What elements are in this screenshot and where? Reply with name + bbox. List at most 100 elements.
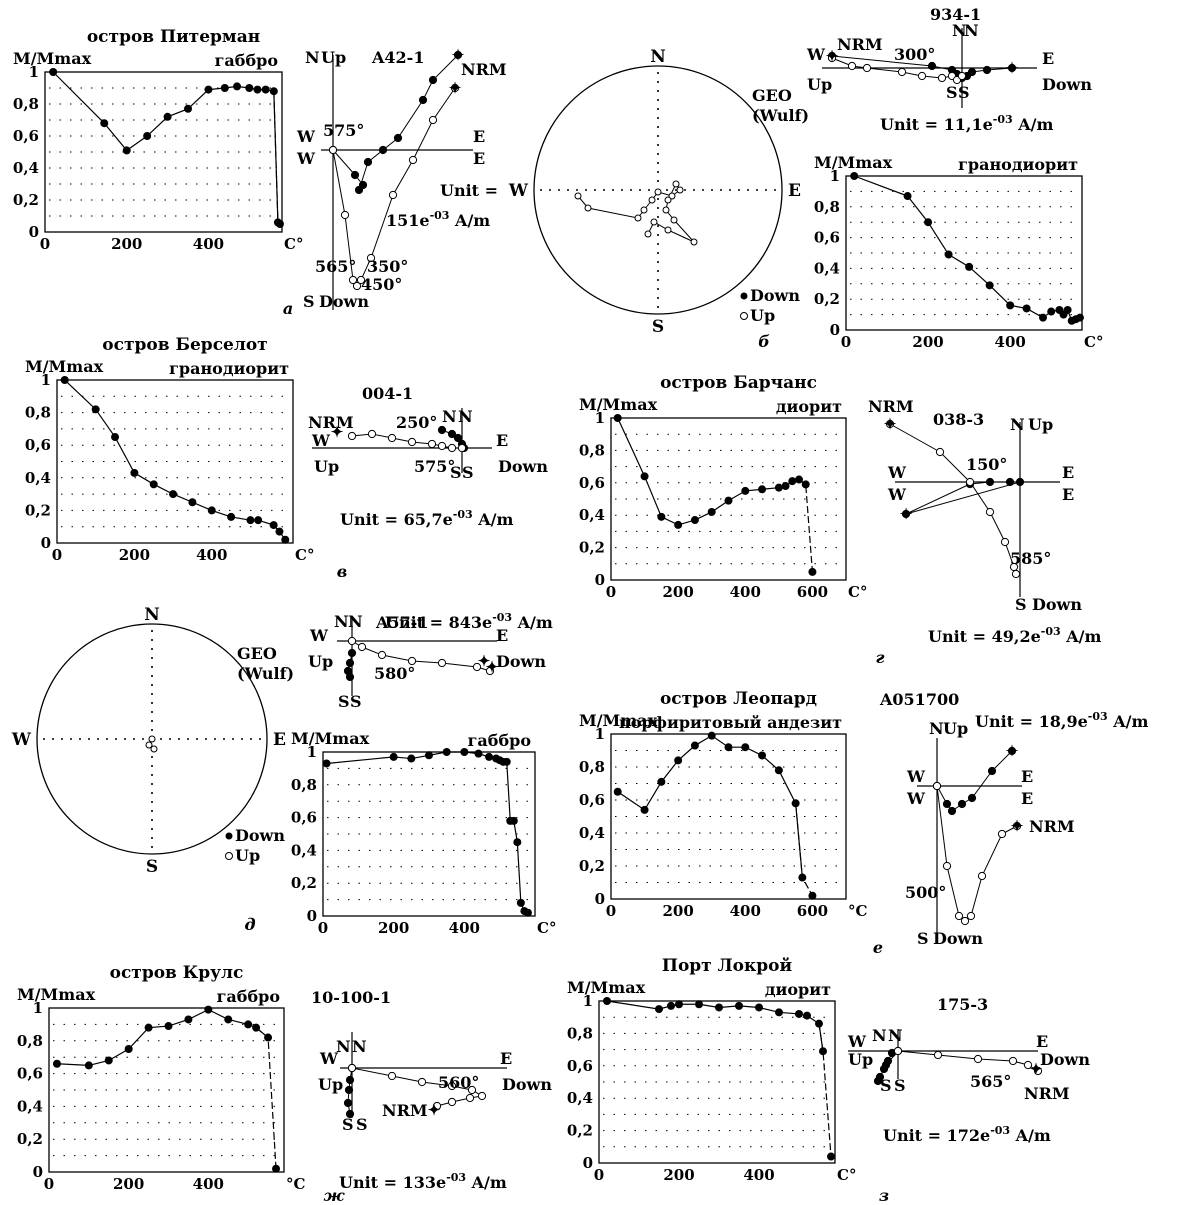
a-zij-horizontal-path xyxy=(332,54,459,191)
z-demag-ytick: 1 xyxy=(583,992,593,1010)
g-demag-point xyxy=(690,516,699,525)
v-zij-vertical-point xyxy=(427,439,437,449)
g-zij-vertical-point xyxy=(985,507,995,517)
a-zij-label: 575° xyxy=(323,121,364,140)
a-demag-frame xyxy=(44,71,283,233)
a-zij-vertical-point xyxy=(352,281,362,291)
e-zij-vertical-point xyxy=(960,916,970,926)
zh-zij-unit: Unit = 133e-03 A/m xyxy=(339,1171,507,1192)
zh-demag-point xyxy=(204,1005,213,1014)
b-zij-label: S xyxy=(946,83,958,102)
zh-demag-ytick: 0,8 xyxy=(17,1032,43,1050)
b-stereo-legend-down-marker xyxy=(740,292,748,300)
d-demag-point xyxy=(502,757,511,766)
e-zij-label: 500° xyxy=(905,883,946,902)
d-zij-nrm-star: ✦ xyxy=(486,658,499,676)
d-demag-ytick: 0,2 xyxy=(291,874,317,892)
a-zij-sample: A42-1 xyxy=(371,48,424,67)
d-demag-point xyxy=(322,759,331,768)
a-zij-label: Up xyxy=(321,48,346,67)
d-demag-point xyxy=(407,754,416,763)
v-zij-vertical-point xyxy=(457,443,467,453)
b-demag-point xyxy=(1047,307,1056,316)
zh-demag-chart xyxy=(48,1005,285,1173)
z-zij-vertical-point xyxy=(933,1050,943,1060)
a-demag-rock: габбро xyxy=(215,51,279,70)
b-stereo-point xyxy=(654,188,662,196)
e-demag-point xyxy=(808,891,817,900)
v-zij-vertical-point xyxy=(387,433,397,443)
z-zij-label: 565° xyxy=(970,1072,1011,1091)
a-zij-label: E xyxy=(473,127,485,146)
a-zij-diagram xyxy=(321,50,473,310)
g-demag-rock: диорит xyxy=(776,397,842,416)
v-demag-ytick: 0 xyxy=(41,534,51,552)
d-zij-vertical-point xyxy=(485,666,495,676)
a-demag-point xyxy=(204,85,213,94)
b-stereo-label-s: S xyxy=(652,317,664,337)
z-demag-point xyxy=(819,1047,827,1056)
a-demag-xtick: 0 xyxy=(40,235,50,253)
d-zij-label: N xyxy=(334,612,349,631)
v-demag-point xyxy=(207,506,216,515)
d-demag-point xyxy=(485,752,494,761)
g-demag-line-tail xyxy=(798,479,814,572)
b-zij-label: Up xyxy=(807,75,832,94)
zh-demag-rock: габбро xyxy=(217,987,281,1006)
zh-demag-frame xyxy=(48,1007,285,1173)
d-demag-point xyxy=(460,748,469,756)
zh-zij-sample: 10-100-1 xyxy=(311,988,391,1007)
zh-demag-ytick: 0 xyxy=(33,1163,43,1181)
z-zij-diagram xyxy=(848,1029,1043,1086)
d-demag-point xyxy=(509,816,518,825)
d-demag-point xyxy=(516,898,525,907)
g-demag-xtick: 0 xyxy=(606,583,616,601)
d-stereo-point xyxy=(145,741,153,749)
d-zij-vertical-point xyxy=(377,650,387,660)
b-demag-xtick: 400 xyxy=(995,333,1026,351)
g-zij-horizontal-path xyxy=(905,481,1021,515)
a-zij-label: 350° xyxy=(367,257,408,276)
b-demag-point xyxy=(924,218,933,227)
e-zij-nrm-star: ✦ xyxy=(1006,742,1019,760)
zh-zij-label: E xyxy=(500,1049,512,1068)
v-demag-point xyxy=(269,521,278,530)
zh-demag-xtick: 0 xyxy=(44,1175,54,1193)
g-zij-unit: Unit = 49,2e-03 A/m xyxy=(928,625,1101,646)
g-zij-horizontal-point xyxy=(985,477,995,487)
g-zij-label: Down xyxy=(1032,595,1082,614)
v-demag-ytick: 0,6 xyxy=(25,436,51,454)
v-zij-label: S xyxy=(462,463,474,482)
z-demag-point xyxy=(775,1008,783,1017)
e-zij-vertical-point xyxy=(1012,821,1022,831)
d-stereo-label-n: N xyxy=(144,605,160,625)
g-zij-label: N xyxy=(1010,415,1025,434)
d-stereo-legend-up: Up xyxy=(235,846,260,865)
a-demag-ylabel: M/Mmax xyxy=(13,49,92,68)
a-demag-point xyxy=(275,220,284,228)
v-zij-horizontal-point xyxy=(447,429,457,439)
v-zij-label: N xyxy=(458,407,473,426)
a-zij-nrm-star: ✦ xyxy=(452,46,465,64)
e-demag-line xyxy=(617,734,803,878)
v-zij-label: Up xyxy=(314,457,339,476)
b-zij-label: NRM xyxy=(837,35,883,54)
e-demag-point xyxy=(741,743,750,752)
a-demag-point xyxy=(233,82,242,91)
zh-demag-point xyxy=(164,1022,173,1031)
g-demag-ytick: 0,8 xyxy=(579,441,605,459)
b-zij-label: N xyxy=(952,21,967,40)
b-demag-line xyxy=(853,175,1077,322)
g-demag-point xyxy=(801,480,810,489)
a-zij-label: 565° xyxy=(315,257,356,276)
b-stereo-circle xyxy=(533,65,783,315)
z-demag-chart xyxy=(598,997,836,1164)
b-zij-vertical-point xyxy=(917,71,927,81)
a-zij-vertical-path xyxy=(332,87,456,287)
panel-letter: а xyxy=(283,299,293,318)
g-demag-point xyxy=(613,414,622,422)
e-demag-point xyxy=(791,799,800,808)
g-zij-label: W xyxy=(887,463,907,482)
d-demag-point xyxy=(442,748,451,756)
g-zij-horizontal-point xyxy=(1005,477,1015,487)
